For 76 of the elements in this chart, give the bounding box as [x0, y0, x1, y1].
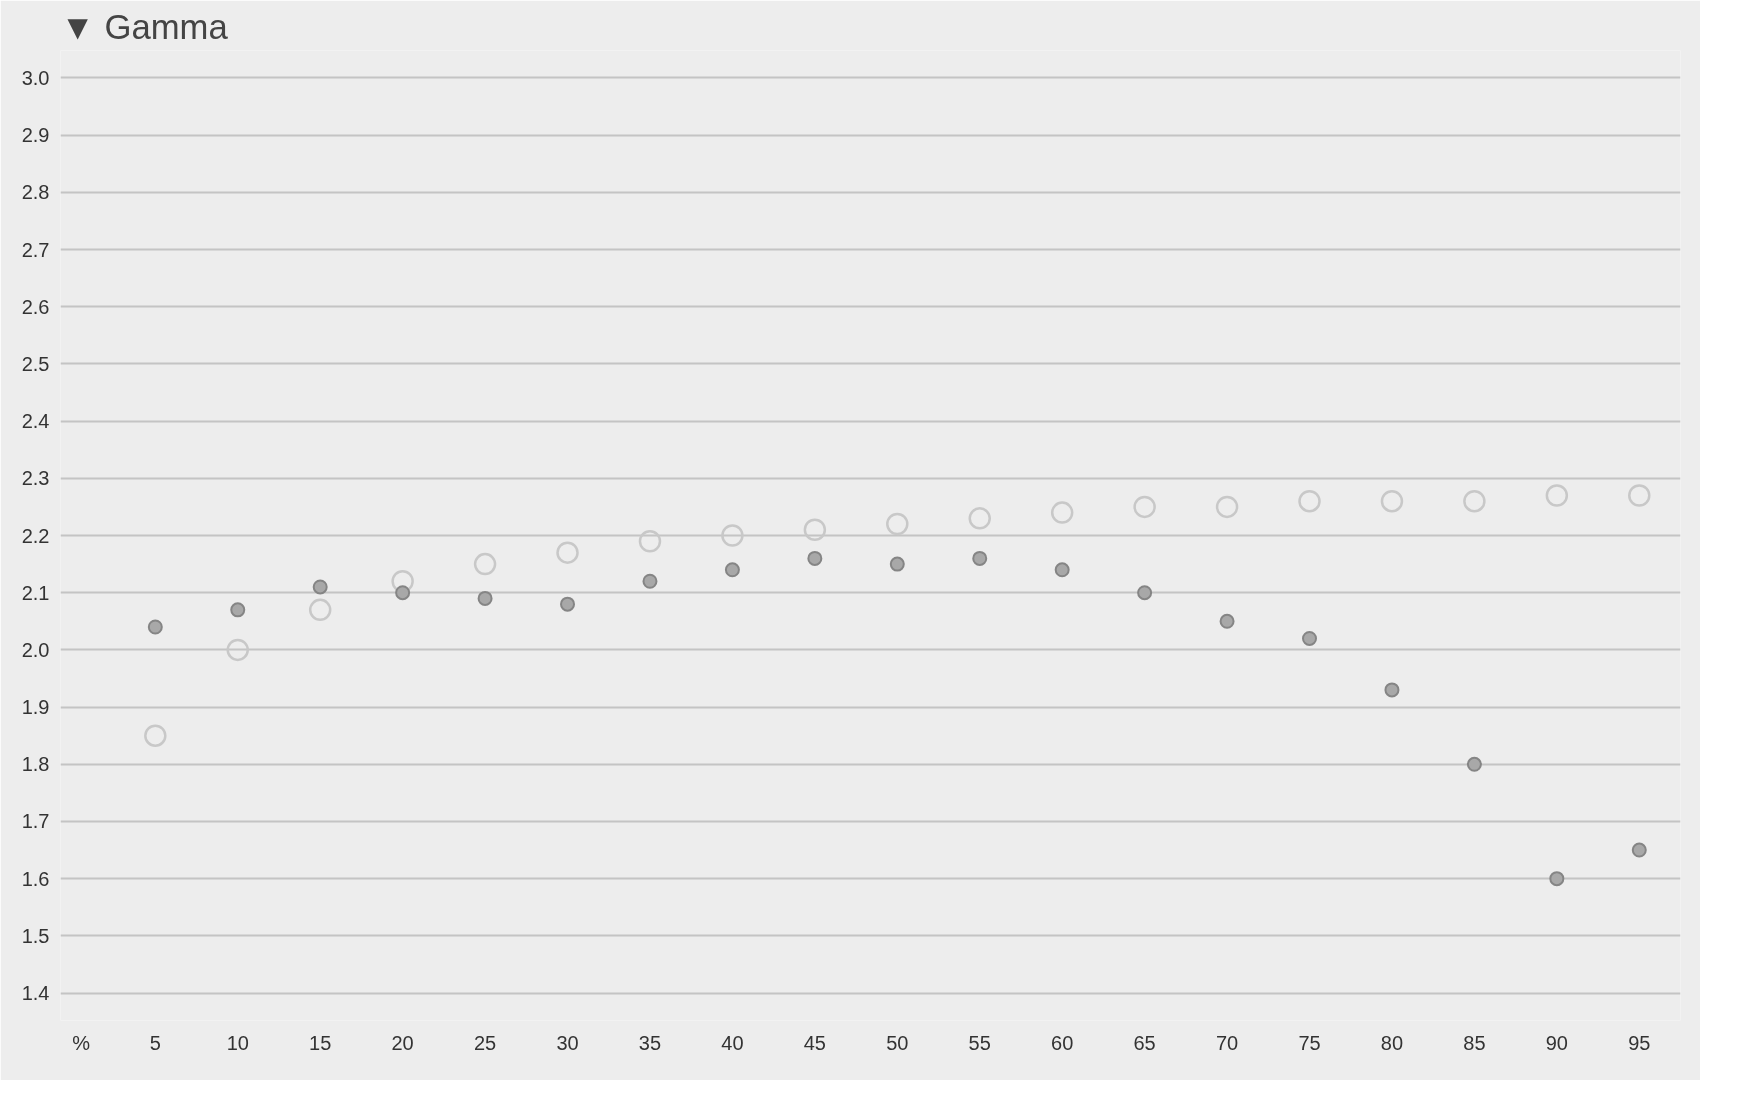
x-axis-title: %: [72, 1031, 91, 1054]
point: [391, 570, 414, 593]
y-tick-label: 3.0: [21, 66, 50, 89]
y-tick-label: 1.9: [21, 696, 50, 719]
point: [724, 562, 740, 578]
point: [803, 518, 827, 542]
y-tick-label: 1.7: [21, 810, 50, 833]
point: [1050, 501, 1074, 524]
x-tick-label: 65: [1133, 1031, 1156, 1054]
point: [1545, 484, 1569, 507]
y-tick-label: 2.4: [21, 410, 50, 433]
y-tick-label: 2.8: [21, 181, 50, 204]
x-tick-label: 20: [391, 1031, 414, 1054]
point: [1631, 842, 1647, 858]
y-tick-label: 2.9: [21, 124, 50, 147]
chart-title: ▼ Gamma: [60, 7, 229, 46]
point: [1302, 630, 1318, 646]
point: [395, 585, 411, 601]
x-tick-label: 35: [638, 1031, 662, 1054]
y-tick-label: 2.6: [21, 295, 50, 318]
x-tick-label: 10: [226, 1031, 249, 1054]
point: [230, 602, 246, 618]
point: [972, 550, 988, 566]
x-tick-label: 75: [1298, 1031, 1321, 1054]
point: [1137, 585, 1153, 601]
x-tick-label: 80: [1380, 1031, 1404, 1054]
point: [1380, 489, 1404, 513]
point: [144, 724, 167, 747]
point: [1298, 489, 1321, 513]
x-tick-label: 15: [309, 1031, 332, 1054]
point: [721, 524, 744, 547]
x-tick-label: 90: [1545, 1031, 1568, 1054]
point: [1384, 682, 1400, 698]
x-tick-label: 5: [149, 1031, 161, 1054]
point: [1463, 489, 1486, 513]
point: [147, 619, 163, 635]
x-tick-label: 55: [968, 1031, 991, 1054]
x-tick-label: 60: [1051, 1031, 1074, 1054]
y-tick-label: 2.2: [21, 524, 50, 547]
x-tick-label: 45: [803, 1031, 826, 1054]
y-tick-label: 2.7: [21, 238, 50, 261]
point: [642, 573, 658, 589]
x-tick-label: 85: [1463, 1031, 1486, 1054]
x-tick-label: 25: [473, 1031, 497, 1054]
x-tick-label: 95: [1628, 1031, 1651, 1054]
point: [477, 590, 493, 606]
point: [807, 550, 823, 566]
point: [1219, 613, 1235, 629]
point: [968, 507, 991, 530]
x-tick-label: 50: [886, 1031, 909, 1054]
point: [889, 556, 905, 572]
y-tick-label: 2.1: [21, 581, 50, 604]
point: [1054, 562, 1070, 578]
x-tick-label: 40: [721, 1031, 744, 1054]
point: [560, 596, 576, 612]
point: [886, 512, 909, 536]
point: [638, 529, 662, 553]
y-tick-label: 1.8: [21, 753, 50, 776]
point: [226, 638, 249, 662]
point: [312, 579, 328, 595]
y-tick-label: 1.4: [21, 982, 50, 1005]
x-tick-label: 30: [556, 1031, 579, 1054]
point: [1549, 871, 1565, 887]
y-tick-label: 2.5: [21, 352, 50, 375]
y-tick-label: 2.0: [21, 638, 50, 661]
point: [308, 598, 332, 622]
point: [556, 541, 579, 564]
point: [1215, 495, 1239, 519]
point: [473, 552, 497, 576]
point: [1466, 756, 1482, 772]
point: [1133, 495, 1156, 519]
point: [1628, 484, 1651, 507]
x-tick-label: 70: [1215, 1031, 1239, 1054]
y-tick-label: 1.5: [21, 924, 50, 947]
y-tick-label: 1.6: [21, 867, 50, 890]
y-tick-label: 2.3: [21, 467, 50, 490]
